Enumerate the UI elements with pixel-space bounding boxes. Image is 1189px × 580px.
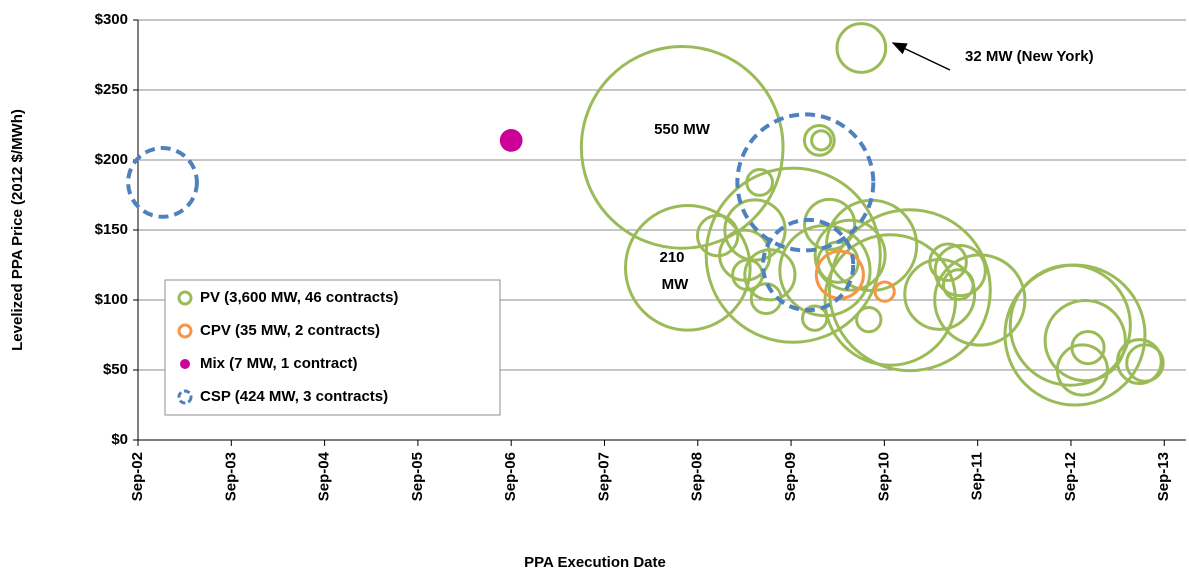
bubble [933, 253, 1027, 347]
bubble [803, 197, 857, 251]
legend-text: CSP (424 MW, 3 contracts) [200, 388, 388, 405]
bubble [1125, 343, 1165, 383]
annotation-arrow [891, 42, 951, 71]
y-tick-label: $100 [95, 291, 128, 308]
bubble [824, 198, 919, 292]
series [579, 22, 1165, 407]
bubble [835, 22, 888, 74]
x-tick-label: Sep-08 [689, 452, 706, 501]
x-tick-label: Sep-05 [409, 452, 426, 501]
y-tick-label: $300 [95, 11, 128, 28]
legend-text: Mix (7 MW, 1 contract) [200, 355, 358, 372]
x-axis-label: PPA Execution Date [524, 554, 666, 571]
annotation: 550 MW [654, 121, 711, 138]
x-tick-label: Sep-10 [875, 452, 892, 501]
bubble [855, 305, 883, 334]
y-tick-label: $250 [95, 81, 128, 98]
bubble [802, 124, 836, 157]
legend-text: CPV (35 MW, 2 contracts) [200, 322, 380, 339]
bubble [623, 203, 752, 332]
legend-marker [180, 359, 190, 369]
legend: PV (3,600 MW, 46 contracts) CPV (35 MW, 2… [164, 279, 501, 416]
series [126, 112, 876, 313]
bubble [499, 129, 523, 152]
bubble [579, 45, 785, 250]
legend-marker [177, 389, 193, 405]
x-tick-label: Sep-06 [502, 452, 519, 501]
bubble [1115, 338, 1163, 386]
x-tick-label: Sep-03 [222, 452, 239, 501]
annotation: 32 MW (New York) [965, 48, 1094, 65]
x-tick-label: Sep-09 [782, 452, 799, 501]
y-axis-label: Levelized PPA Price (2012 $/MWh) [9, 109, 26, 351]
bubble [695, 213, 740, 258]
bubble [933, 244, 987, 298]
bubble [704, 166, 882, 344]
x-tick-label: Sep-13 [1155, 452, 1172, 501]
x-tick-label: Sep-07 [595, 452, 612, 501]
y-tick-label: $0 [111, 431, 128, 448]
bubble [827, 208, 992, 373]
bubble [903, 257, 977, 331]
bubble [1055, 343, 1110, 397]
x-tick-label: Sep-04 [316, 451, 333, 501]
y-tick-label: $200 [95, 151, 128, 168]
x-tick-label: Sep-12 [1062, 452, 1079, 501]
y-tick-label: $50 [103, 361, 128, 378]
bubble [743, 248, 797, 302]
series [499, 129, 523, 152]
bubble [126, 146, 199, 219]
legend-marker [177, 323, 193, 339]
bubble [810, 129, 833, 152]
x-tick-label: Sep-02 [129, 452, 146, 501]
bubble [1070, 330, 1106, 366]
bubble [1043, 298, 1127, 383]
annotation: MW [662, 276, 689, 293]
x-tick-label: Sep-11 [969, 452, 986, 500]
bubble [723, 198, 787, 262]
y-tick-label: $150 [95, 221, 128, 238]
legend-text: PV (3,600 MW, 46 contracts) [200, 289, 398, 306]
bubble [873, 280, 896, 303]
bubble [735, 112, 876, 253]
bubble [761, 217, 856, 313]
bubble [778, 224, 872, 318]
annotation: 210 [659, 249, 684, 266]
legend-box [164, 279, 501, 416]
legend-marker [177, 290, 193, 306]
bubble [1003, 263, 1147, 407]
bubble [813, 218, 887, 292]
